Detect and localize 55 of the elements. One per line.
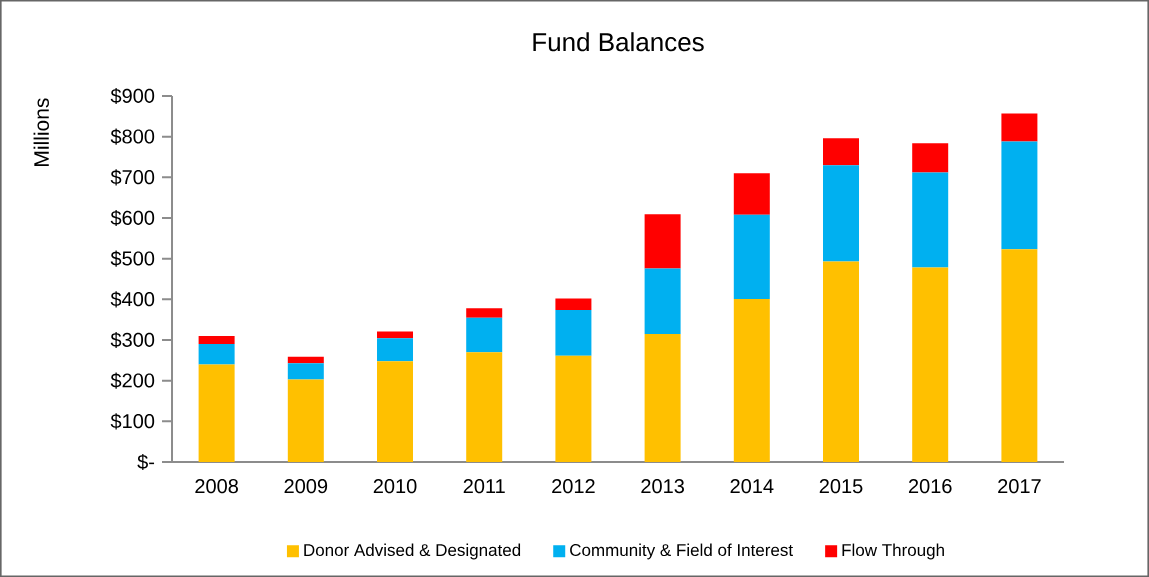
bar bbox=[198, 364, 235, 462]
bar bbox=[555, 309, 592, 356]
bar bbox=[555, 298, 592, 310]
bar bbox=[823, 165, 859, 262]
x-tick-label: 2009 bbox=[284, 479, 328, 494]
x-tick-label: 2011 bbox=[463, 479, 505, 494]
bar bbox=[198, 344, 235, 365]
x-tick-label: 2010 bbox=[373, 479, 417, 494]
bar bbox=[644, 333, 681, 462]
bar bbox=[377, 338, 414, 362]
y-tick-label: $800 bbox=[110, 128, 155, 145]
bar bbox=[555, 355, 592, 462]
y-tick-label: $900 bbox=[110, 87, 155, 105]
x-tick-label: 2008 bbox=[195, 479, 238, 494]
bar bbox=[287, 379, 324, 462]
bar bbox=[733, 214, 770, 299]
y-tick-label: $600 bbox=[110, 209, 155, 227]
bar bbox=[912, 143, 949, 173]
y-tick-label: $400 bbox=[110, 291, 155, 308]
bar bbox=[287, 356, 324, 364]
bar bbox=[377, 331, 414, 339]
x-tick-label: 2017 bbox=[998, 479, 1041, 494]
y-tick-label: $700 bbox=[110, 169, 155, 186]
bar bbox=[466, 352, 503, 462]
legend-label: Flow Through bbox=[842, 543, 944, 560]
x-tick-label: 2013 bbox=[641, 479, 684, 494]
bar bbox=[1001, 113, 1038, 142]
legend-label: Community & Field of Interest bbox=[570, 543, 793, 560]
bar bbox=[644, 268, 681, 334]
bar bbox=[733, 173, 770, 215]
x-tick-label: 2016 bbox=[908, 479, 952, 494]
y-tick-label: $500 bbox=[110, 250, 155, 267]
bar bbox=[377, 361, 414, 462]
bar bbox=[1001, 249, 1038, 462]
y-tick-label: $300 bbox=[110, 331, 155, 349]
bar bbox=[287, 363, 324, 380]
bar bbox=[466, 317, 503, 353]
bar bbox=[198, 335, 235, 345]
y-tick-label: $200 bbox=[110, 372, 155, 389]
legend-label: Donor Advised & Designated bbox=[304, 543, 521, 560]
x-tick-label: 2012 bbox=[552, 479, 595, 494]
bar bbox=[466, 308, 503, 318]
bar bbox=[823, 138, 859, 166]
chart-title: Fund Balances bbox=[533, 32, 704, 52]
x-tick-label: 2014 bbox=[730, 479, 774, 494]
bar bbox=[644, 214, 681, 269]
bar bbox=[823, 261, 859, 462]
x-tick-label: 2015 bbox=[819, 479, 863, 494]
bar bbox=[733, 298, 770, 462]
y-tick-label: $100 bbox=[110, 413, 155, 430]
y-axis-title: Millions bbox=[33, 98, 49, 166]
bar bbox=[912, 172, 949, 268]
y-tick-label: $- bbox=[137, 453, 155, 471]
bar bbox=[1001, 141, 1038, 250]
bar bbox=[912, 267, 949, 462]
